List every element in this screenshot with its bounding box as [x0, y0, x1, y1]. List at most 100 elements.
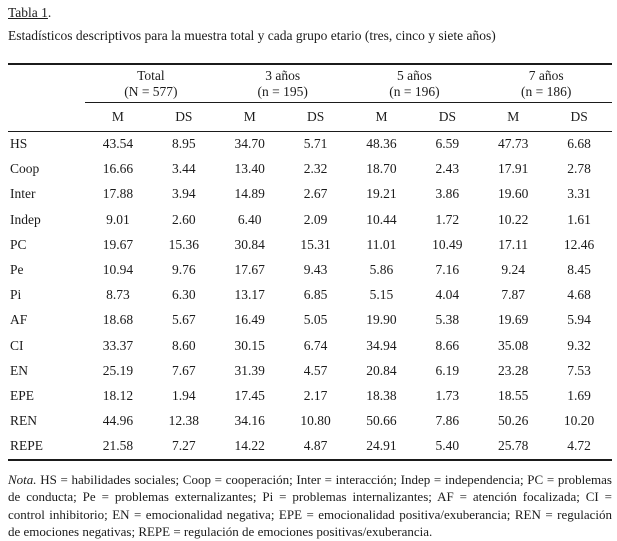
table-title-punct: .: [47, 5, 52, 20]
data-cell: 44.96: [102, 413, 134, 429]
table-row: REPE 21.58 7.27 14.22 4.87 24.91 5.40 25.78 4.72: [8, 434, 612, 459]
table-row: PC 19.67 15.36 30.84 15.31 11.01 10.49 17.11 12.…: [8, 232, 612, 257]
table-title: Tabla 1.: [8, 4, 612, 21]
group-header-4: 7 años (n = 186): [480, 65, 613, 103]
data-cell: 4.57: [303, 362, 328, 378]
table-wrap: Total (N = 577) 3 años (n = 195) 5 años (n = …: [8, 63, 613, 461]
data-cell: 5.71: [303, 136, 328, 152]
data-cell: 8.73: [106, 287, 130, 303]
table-row: AF 18.68 5.67 16.49 5.05 19.90 5.38 19.69 5.94: [8, 308, 612, 333]
data-cell: 18.55: [498, 387, 529, 403]
measure-header: M: [480, 102, 547, 132]
table-row: HS 43.54 8.95 34.70 5.71 48.36 6.59 47.73 6.68: [8, 132, 612, 157]
data-cell: 16.66: [102, 161, 134, 177]
data-cell: 12.46: [563, 236, 595, 252]
data-cell: 7.27: [172, 438, 196, 454]
data-cell: 8.66: [435, 337, 460, 353]
data-cell: 18.68: [102, 312, 134, 328]
data-cell: 7.53: [567, 362, 591, 378]
table-subtitle: Estadísticos descriptivos para la muestr…: [8, 28, 496, 43]
note-text: HS = habilidades sociales; Coop = cooper…: [8, 471, 612, 540]
table-row: Inter 17.88 3.94 14.89 2.67 19.21 3.86 19.60 3.3…: [8, 182, 612, 207]
data-cell: 1.61: [567, 211, 591, 227]
measure-corner-spacer: [8, 102, 85, 132]
data-cell: 9.43: [303, 262, 328, 278]
data-cell: 19.60: [498, 186, 529, 202]
data-cell: 47.73: [498, 136, 529, 152]
data-cell: 17.45: [234, 387, 265, 403]
data-cell: 7.16: [435, 262, 460, 278]
data-cell: 2.67: [303, 186, 328, 202]
data-cell: 10.20: [563, 413, 595, 429]
data-cell: 10.22: [498, 211, 529, 227]
data-cell: 12.38: [168, 413, 199, 429]
data-cell: 6.85: [303, 287, 328, 303]
table-note: Nota. HS = habilidades sociales; Coop = …: [8, 471, 612, 541]
data-cell: 20.84: [366, 362, 397, 378]
data-cell: 2.43: [435, 161, 460, 177]
data-cell: 50.26: [498, 413, 529, 429]
measure-header: M: [85, 102, 151, 132]
row-label: HS: [10, 136, 28, 152]
table-row: CI 33.37 8.60 30.15 6.74 34.94 8.66 35.08 9.32: [8, 333, 612, 358]
data-cell: 3.31: [567, 186, 591, 202]
data-cell: 1.72: [435, 211, 460, 227]
group-header-3: 5 años (n = 196): [348, 65, 481, 103]
table-row: Coop 16.66 3.44 13.40 2.32 18.70 2.43 17.91 2.78: [8, 157, 612, 182]
data-cell: 3.94: [172, 186, 196, 202]
data-cell: 10.94: [102, 262, 134, 278]
data-cell: 5.38: [435, 312, 460, 328]
data-cell: 1.94: [172, 387, 196, 403]
data-cell: 14.22: [234, 438, 265, 454]
data-cell: 10.80: [300, 413, 331, 429]
table-row: Pi 8.73 6.30 13.17 6.85 5.15 4.04 7.87 4.68: [8, 283, 612, 308]
row-label: EN: [10, 362, 28, 378]
data-cell: 6.40: [237, 211, 262, 227]
data-cell: 7.67: [172, 362, 196, 378]
data-cell: 24.91: [366, 438, 397, 454]
data-cell: 8.95: [172, 136, 196, 152]
data-cell: 18.70: [366, 161, 397, 177]
data-cell: 3.86: [435, 186, 460, 202]
row-label: Indep: [10, 211, 41, 227]
data-cell: 48.36: [366, 136, 397, 152]
data-cell: 34.94: [366, 337, 397, 353]
measure-header: M: [216, 102, 283, 132]
data-cell: 9.76: [172, 262, 196, 278]
group-n: (n = 195): [257, 84, 308, 99]
data-cell: 19.67: [102, 236, 134, 252]
data-cell: 5.86: [369, 262, 394, 278]
data-cell: 9.01: [106, 211, 130, 227]
data-cell: 21.58: [102, 438, 134, 454]
data-cell: 8.45: [567, 262, 591, 278]
measure-header: DS: [546, 102, 613, 132]
row-label: Inter: [10, 186, 36, 202]
data-cell: 13.40: [234, 161, 265, 177]
data-cell: 25.78: [498, 438, 529, 454]
data-cell: 11.01: [366, 236, 397, 252]
data-cell: 25.19: [102, 362, 134, 378]
data-cell: 2.32: [303, 161, 328, 177]
data-cell: 34.70: [234, 136, 265, 152]
data-cell: 17.11: [498, 236, 529, 252]
data-cell: 19.90: [366, 312, 397, 328]
table-row: Indep 9.01 2.60 6.40 2.09 10.44 1.72 10.22 1.61: [8, 207, 612, 232]
data-cell: 16.49: [234, 312, 265, 328]
data-cell: 50.66: [366, 413, 397, 429]
group-header-2: 3 años (n = 195): [216, 65, 349, 103]
table-row: EPE 18.12 1.94 17.45 2.17 18.38 1.73 18.55 1.69: [8, 383, 612, 408]
data-cell: 5.15: [369, 287, 394, 303]
data-cell: 3.44: [172, 161, 196, 177]
group-header-1: Total (N = 577): [85, 65, 217, 103]
data-cell: 7.86: [435, 413, 460, 429]
data-cell: 4.04: [435, 287, 460, 303]
data-cell: 10.49: [432, 236, 463, 252]
group-title: 7 años: [528, 68, 564, 83]
row-label: Pi: [10, 287, 22, 303]
data-cell: 6.59: [435, 136, 460, 152]
data-cell: 4.87: [303, 438, 328, 454]
data-cell: 2.17: [303, 387, 328, 403]
data-cell: 8.60: [172, 337, 196, 353]
data-cell: 18.38: [366, 387, 397, 403]
